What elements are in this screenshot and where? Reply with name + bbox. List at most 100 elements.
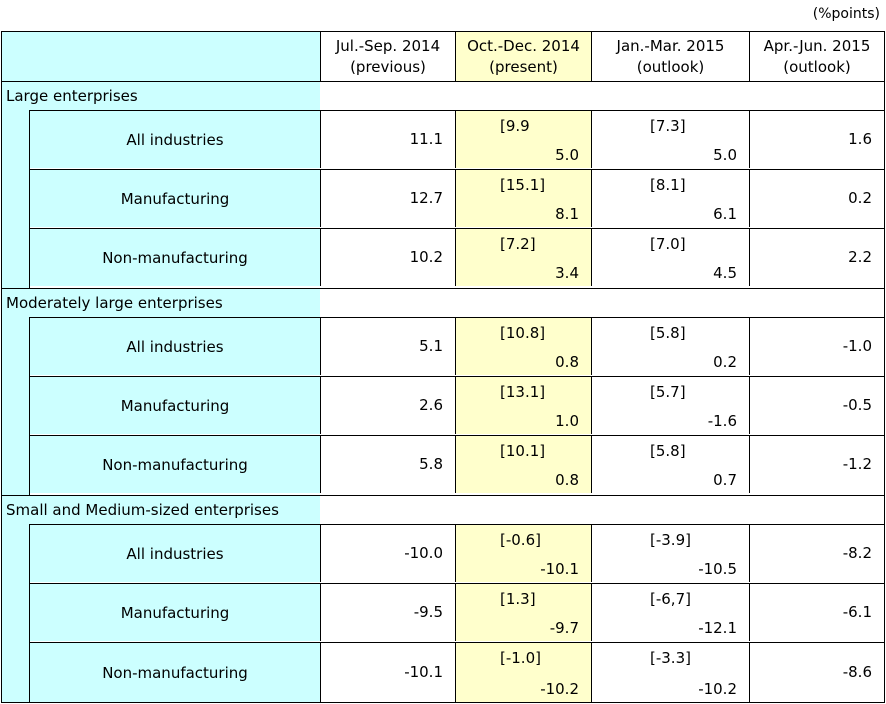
group-indent (2, 317, 30, 496)
cell-jul-sep: 2.6 (320, 377, 455, 434)
group-divider (2, 495, 884, 496)
cell-apr-jun: -6.1 (749, 584, 884, 641)
value-jan-mar: -10.2 (698, 680, 737, 698)
data-table: Jul.-Sep. 2014 (previous) Oct.-Dec. 2014… (1, 31, 885, 703)
value-jan-mar: 0.2 (713, 353, 737, 371)
cell-oct-dec: [13.1] 1.0 (455, 377, 591, 434)
cell-jan-mar: [5.8] 0.7 (591, 436, 749, 493)
cell-jul-sep: 5.1 (320, 318, 455, 375)
cell-jan-mar: [-6,7] -12.1 (591, 584, 749, 641)
bracket-oct-dec: [13.1] (500, 383, 546, 401)
row-label: Manufacturing (30, 170, 320, 227)
value-oct-dec: 0.8 (555, 471, 579, 489)
value-apr-jun: -1.2 (842, 455, 872, 473)
row-label: All industries (30, 318, 320, 375)
bracket-jan-mar: [5.8] (650, 442, 686, 460)
cell-jul-sep: -10.1 (320, 643, 455, 702)
group-indent (2, 110, 30, 289)
value-jan-mar: 4.5 (713, 264, 737, 282)
header-col-jul-sep: Jul.-Sep. 2014 (previous) (320, 32, 455, 81)
cell-oct-dec: [10.1] 0.8 (455, 436, 591, 493)
value-jul-sep: -10.1 (404, 663, 443, 681)
bracket-oct-dec: [10.1] (500, 442, 546, 460)
cell-apr-jun: 1.6 (749, 111, 884, 168)
header-col-jan-mar-period: Jan.-Mar. 2015 (616, 36, 725, 55)
cell-jul-sep: -10.0 (320, 525, 455, 582)
value-jan-mar: 5.0 (713, 146, 737, 164)
header-blank-cell (2, 32, 320, 81)
row-label: Manufacturing (30, 584, 320, 641)
unit-label: (%points) (812, 6, 880, 22)
bracket-jan-mar: [-3.3] (650, 649, 691, 667)
bracket-jan-mar: [-3.9] (650, 531, 691, 549)
table-row: Manufacturing 2.6 [13.1] 1.0 [5.7] -1.6 -0… (30, 376, 884, 434)
cell-oct-dec: [9.9 5.0 (455, 111, 591, 168)
table-row: Manufacturing 12.7 [15.1] 8.1 [8.1] 6.1 0.… (30, 169, 884, 227)
table-row: Non-manufacturing 10.2 [7.2] 3.4 [7.0] 4.5… (30, 228, 884, 286)
cell-oct-dec: [7.2] 3.4 (455, 229, 591, 286)
value-jan-mar: -12.1 (698, 619, 737, 637)
value-jan-mar: -1.6 (707, 412, 737, 430)
bracket-oct-dec: [-0.6] (500, 531, 541, 549)
cell-oct-dec: [1.3] -9.7 (455, 584, 591, 641)
value-apr-jun: 2.2 (848, 248, 872, 266)
value-jul-sep: 5.1 (419, 337, 443, 355)
cell-jan-mar: [7.0] 4.5 (591, 229, 749, 286)
header-col-oct-dec: Oct.-Dec. 2014 (present) (455, 32, 591, 81)
table-row: All industries 11.1 [9.9 5.0 [7.3] 5.0 1.6 (30, 110, 884, 168)
bracket-jan-mar: [-6,7] (650, 590, 691, 608)
cell-jul-sep: -9.5 (320, 584, 455, 641)
row-label: Non-manufacturing (30, 229, 320, 286)
cell-apr-jun: 2.2 (749, 229, 884, 286)
header-col-jan-mar-note: (outlook) (636, 57, 705, 76)
table-row: Non-manufacturing -10.1 [-1.0] -10.2 [-3.… (30, 642, 884, 702)
value-apr-jun: -0.5 (842, 396, 872, 414)
table-row: All industries 5.1 [10.8] 0.8 [5.8] 0.2 -1… (30, 317, 884, 375)
header-col-apr-jun-note: (outlook) (783, 57, 851, 76)
cell-jan-mar: [5.7] -1.6 (591, 377, 749, 434)
cell-oct-dec: [10.8] 0.8 (455, 318, 591, 375)
value-apr-jun: -1.0 (842, 337, 872, 355)
value-oct-dec: -10.2 (540, 680, 579, 698)
bracket-jan-mar: [5.7] (650, 383, 686, 401)
cell-oct-dec: [15.1] 8.1 (455, 170, 591, 227)
cell-jul-sep: 11.1 (320, 111, 455, 168)
value-jan-mar: -10.5 (698, 560, 737, 578)
value-jul-sep: 11.1 (409, 130, 443, 148)
row-label: All industries (30, 111, 320, 168)
header-col-apr-jun-period: Apr.-Jun. 2015 (763, 36, 871, 55)
value-jan-mar: 0.7 (713, 471, 737, 489)
cell-jul-sep: 5.8 (320, 436, 455, 493)
table-row: Manufacturing -9.5 [1.3] -9.7 [-6,7] -12.1… (30, 583, 884, 641)
group-label-moderately-large: Moderately large enterprises (2, 289, 320, 317)
bracket-oct-dec: [7.2] (500, 235, 536, 253)
value-apr-jun: -8.6 (842, 663, 872, 681)
value-apr-jun: -8.2 (842, 544, 872, 562)
bracket-jan-mar: [5.8] (650, 324, 686, 342)
cell-oct-dec: [-0.6] -10.1 (455, 525, 591, 582)
value-jul-sep: 10.2 (409, 248, 443, 266)
cell-apr-jun: -1.2 (749, 436, 884, 493)
value-jul-sep: 2.6 (419, 396, 443, 414)
value-oct-dec: -9.7 (549, 619, 579, 637)
row-label: Manufacturing (30, 377, 320, 434)
header-col-jan-mar: Jan.-Mar. 2015 (outlook) (591, 32, 749, 81)
value-oct-dec: 5.0 (555, 146, 579, 164)
header-col-oct-dec-period: Oct.-Dec. 2014 (467, 36, 580, 55)
table-row: All industries -10.0 [-0.6] -10.1 [-3.9] -… (30, 524, 884, 582)
bracket-oct-dec: [1.3] (500, 590, 536, 608)
value-oct-dec: -10.1 (540, 560, 579, 578)
value-jul-sep: -10.0 (404, 544, 443, 562)
row-label: Non-manufacturing (30, 643, 320, 702)
cell-jan-mar: [7.3] 5.0 (591, 111, 749, 168)
value-jan-mar: 6.1 (713, 205, 737, 223)
row-label: Non-manufacturing (30, 436, 320, 493)
cell-apr-jun: -0.5 (749, 377, 884, 434)
bracket-jan-mar: [7.0] (650, 235, 686, 253)
value-jul-sep: 5.8 (419, 455, 443, 473)
cell-oct-dec: [-1.0] -10.2 (455, 643, 591, 702)
value-apr-jun: 1.6 (848, 130, 872, 148)
cell-apr-jun: -8.6 (749, 643, 884, 702)
cell-jan-mar: [-3.9] -10.5 (591, 525, 749, 582)
value-apr-jun: 0.2 (848, 189, 872, 207)
